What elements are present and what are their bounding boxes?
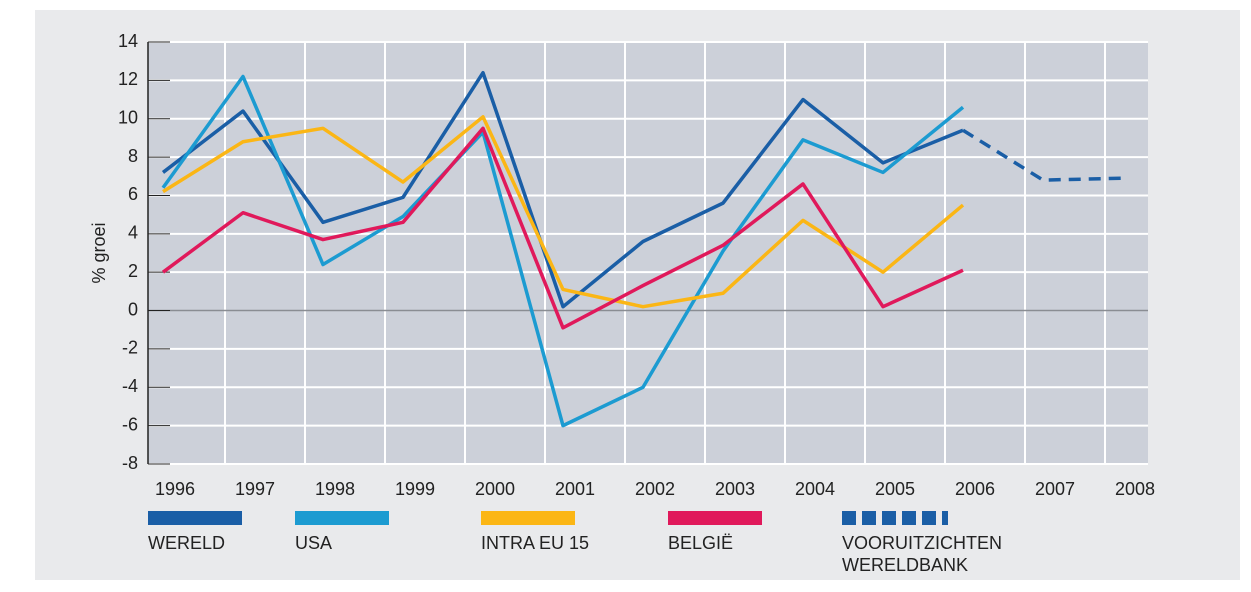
x-tick-label: 1996 (155, 479, 195, 499)
legend-swatch (481, 511, 575, 525)
legend-swatch (295, 511, 389, 525)
legend-label: WERELD (148, 533, 226, 553)
legend-label: BELGIË (668, 533, 734, 553)
y-tick-label: 14 (118, 31, 138, 51)
x-tick-label: 2002 (635, 479, 675, 499)
y-tick-label: -4 (122, 376, 138, 396)
x-tick-label: 2005 (875, 479, 915, 499)
plot-area (148, 42, 1148, 464)
x-tick-label: 2004 (795, 479, 835, 499)
legend-swatch (668, 511, 762, 525)
series-line (161, 70, 964, 309)
legend-swatch (842, 511, 948, 525)
legend-label: USA (295, 533, 333, 553)
y-tick-label: -6 (122, 414, 138, 434)
series-line (161, 74, 965, 428)
series-line (962, 128, 1124, 182)
legend-swatch (148, 511, 242, 525)
x-tick-label: 1999 (395, 479, 435, 499)
x-tick-label: 1997 (235, 479, 275, 499)
x-tick-label: 2000 (475, 479, 515, 499)
y-tick-label: 4 (128, 223, 138, 243)
y-tick-label: 8 (128, 146, 138, 166)
series-line (161, 126, 964, 330)
legend-label: INTRA EU 15 (481, 533, 590, 553)
y-axis-label: % groei (89, 222, 109, 283)
y-tick-label: -8 (122, 453, 138, 473)
x-tick-label: 2001 (555, 479, 595, 499)
y-tick-label: 2 (128, 261, 138, 281)
y-tick-label: -2 (122, 338, 138, 358)
y-tick-label: 6 (128, 184, 138, 204)
y-tick-label: 12 (118, 69, 138, 89)
x-tick-label: 1998 (315, 479, 355, 499)
x-tick-label: 2008 (1115, 479, 1155, 499)
x-tick-label: 2006 (955, 479, 995, 499)
series-line (162, 115, 965, 309)
x-tick-label: 2003 (715, 479, 755, 499)
legend-label: VOORUITZICHTEN WERELDBANK (842, 533, 1002, 575)
y-tick-label: 10 (118, 107, 138, 127)
x-tick-label: 2007 (1035, 479, 1075, 499)
y-tick-label: 0 (128, 299, 138, 319)
